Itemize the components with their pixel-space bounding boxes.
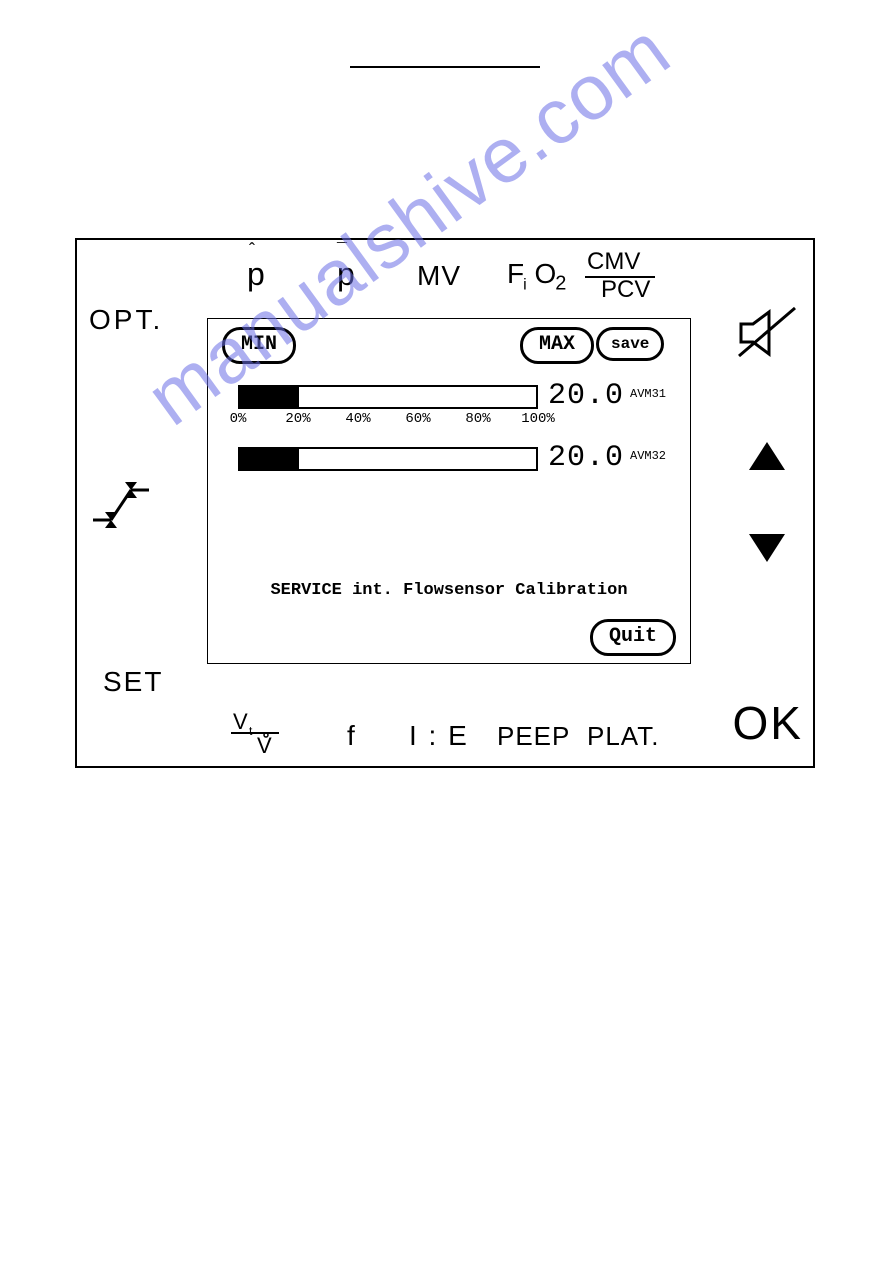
quit-button[interactable]: Quit (590, 619, 676, 656)
bar-value: 20.0 (548, 441, 624, 475)
scale-tick: 20% (285, 411, 310, 427)
device-panel: p ˆ p ¯ MV Fi O2 CMV PCV OPT. SET OK (75, 238, 815, 768)
header-underline (350, 66, 540, 68)
bottom-parameter-row: V t V f I : E PEEP PLAT. (77, 712, 813, 762)
lcd-screen: MIN MAX save 20.0 AVM31 0% 20% 40% 60% (207, 318, 691, 664)
opt-button-label[interactable]: OPT. (89, 304, 163, 336)
bar-gauge[interactable] (238, 447, 538, 471)
scale-tick: 0% (230, 411, 247, 427)
min-button[interactable]: MIN (222, 327, 296, 364)
bar-label: AVM32 (630, 449, 666, 463)
p-peak-text: p (247, 256, 265, 292)
p-peak-label[interactable]: p ˆ (247, 256, 265, 293)
cmv-label[interactable]: CMV (587, 248, 640, 276)
save-button[interactable]: save (596, 327, 664, 361)
ie-label[interactable]: I : E (409, 720, 469, 752)
scale-tick: 80% (465, 411, 490, 427)
bar-gauge[interactable] (238, 385, 538, 409)
vt-v-label[interactable]: V t V (227, 709, 283, 762)
freq-label[interactable]: f (347, 720, 355, 752)
bar-value: 20.0 (548, 379, 624, 413)
svg-text:t: t (249, 724, 253, 738)
set-button-label[interactable]: SET (103, 666, 163, 698)
p-mean-label[interactable]: p ¯ (337, 256, 355, 293)
arrow-up-button[interactable] (747, 440, 787, 479)
arrow-down-button[interactable] (747, 530, 787, 569)
bar-label: AVM31 (630, 387, 666, 401)
peep-label[interactable]: PEEP (497, 721, 570, 752)
alarm-mute-icon[interactable] (735, 306, 805, 365)
max-button[interactable]: MAX (520, 327, 594, 364)
plat-label[interactable]: PLAT. (587, 721, 659, 752)
bar-fill (240, 449, 299, 469)
mv-label[interactable]: MV (417, 260, 461, 292)
bars-area: 20.0 AVM31 0% 20% 40% 60% 80% 100% (238, 385, 658, 473)
bar-scale: 0% 20% 40% 60% 80% 100% (238, 411, 538, 431)
p-mean-text: p (337, 256, 355, 292)
bar-row: 20.0 AVM32 (238, 447, 658, 471)
scale-tick: 100% (521, 411, 555, 427)
top-parameter-row: p ˆ p ¯ MV Fi O2 CMV PCV (77, 246, 813, 306)
bar-row: 20.0 AVM31 (238, 385, 658, 409)
pcv-label[interactable]: PCV (601, 276, 650, 304)
scale-tick: 40% (345, 411, 370, 427)
scale-tick: 60% (405, 411, 430, 427)
service-mode-title: SERVICE int. Flowsensor Calibration (208, 581, 690, 600)
fio2-label[interactable]: Fi O2 (507, 258, 565, 296)
bar-fill (240, 387, 299, 407)
svg-text:V: V (233, 709, 248, 734)
trigger-icon[interactable] (91, 480, 151, 535)
